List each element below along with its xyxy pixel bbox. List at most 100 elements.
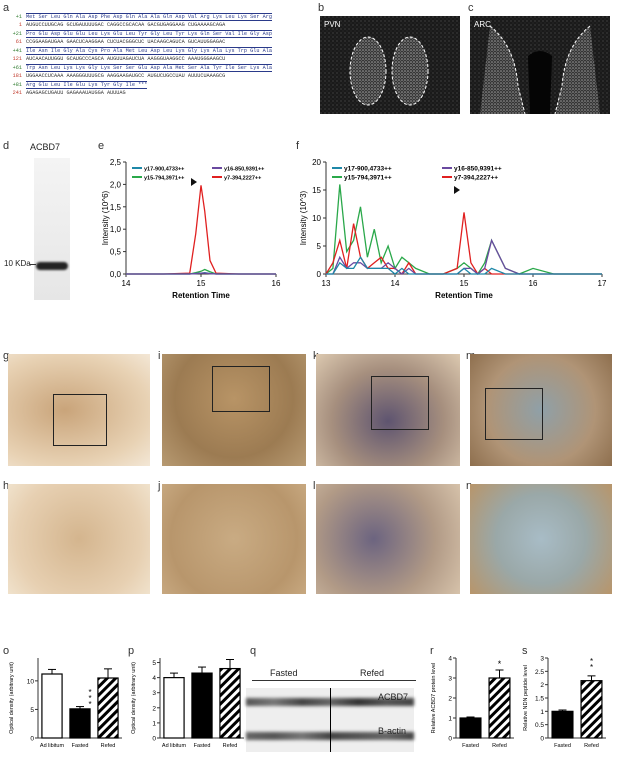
y-tick-label: 1,5 (110, 203, 122, 212)
x-tick-label: 15 (460, 279, 469, 288)
stain-i-inset-box (212, 366, 270, 412)
y-tick-label: 1,0 (110, 225, 122, 234)
blot-q-label-acbd7: ACBD7 (378, 692, 409, 702)
y-tick-label: 10 (312, 214, 321, 223)
chart-r-svg: 0 1 2 3 4 Relative ACBD7 protein level Fasted R… (431, 656, 514, 749)
chart-f-svg: 13 14 15 16 17 0 5 10 15 20 Retention Time Intensit… (299, 158, 607, 300)
x-axis-label: Retention Time (172, 291, 230, 300)
sequence-aa-row: +21 Pro Glu Asp Glu Glu Leu Lys Glu Leu T… (4, 30, 304, 38)
x-tick-label: 14 (122, 279, 131, 288)
chart-o: 0 5 10 Optical density (arbitrary unit) Ad l… (6, 650, 126, 755)
pvn-label: PVN (324, 20, 341, 29)
y-tick-label: 5 (317, 242, 322, 251)
x-category-label: Ad libitum (40, 743, 65, 749)
x-tick-label: 16 (272, 279, 281, 288)
sequence-nt-text: UGGAACCUCAAA AAAGGGUUUGCG AAGGAAGAUGCC A… (26, 73, 226, 79)
chart-p-svg: 0 1 2 3 4 5 Optical density (arbitrary unit) Ad… (131, 658, 244, 749)
bar (551, 710, 574, 739)
panel-label-k: k (313, 350, 319, 362)
sequence-nt-num: 61 (15, 39, 22, 45)
y-tick-label: 2 (540, 682, 544, 689)
x-category-label: Refed (101, 743, 116, 749)
y-axis-label: Relative ACBD7 protein level (431, 663, 437, 734)
y-tick-label: 1.5 (535, 696, 544, 703)
x-tick-label: 13 (322, 279, 331, 288)
blot-q-group-refed: Refed (360, 668, 385, 678)
chart-s-svg: 0 0.5 1 1.5 2 2.5 3 Relative NDN peptide level F… (523, 656, 606, 749)
sequence-aa-row: +41 Ile Asn Ile Gly Ala Cys Pro Ala Met L… (4, 47, 304, 55)
panel-label-c: c (468, 2, 474, 14)
y-tick-label: 4 (448, 656, 452, 663)
significance-mark: * (88, 688, 91, 697)
y-tick-label: 0,5 (110, 248, 122, 257)
stain-m-inset-box (485, 388, 543, 440)
sequence-nt-text: AGAGAGCUGAUU GAGAAAUAUGGA AUUUAG (26, 90, 126, 96)
chart-e-svg: 14 15 16 0,0 0,5 1,0 1,5 2,0 2,5 Retention Time In… (101, 158, 281, 300)
x-axis-label: Retention Time (435, 291, 493, 300)
x-category-label: Refed (584, 743, 599, 749)
significance-mark: * (88, 694, 91, 703)
y-axis-label: Relative NDN peptide level (523, 665, 529, 731)
significance-mark: * (498, 659, 502, 669)
sequence-nt-row: 1 AUGUCCUUGCAG GCUGAUUUUGAC CAGGCCGCACAA … (4, 22, 304, 28)
y-axis-label: Optical density (arbitrary unit) (131, 662, 137, 734)
stain-j (162, 484, 306, 594)
panel-label-r: r (430, 645, 434, 657)
stain-l (316, 484, 460, 594)
x-tick-label: 16 (529, 279, 538, 288)
sequence-nt-row: 241 AGAGAGCUGAUU GAGAAAUAUGGA AUUUAG (4, 90, 304, 96)
y-axis-label: Intensity (10^6) (101, 190, 110, 245)
sequence-aa-text: Met Ser Leu Gln Ala Asp Phe Asp Gln Ala … (26, 13, 272, 21)
sequence-aa-num: +81 (12, 82, 22, 88)
legend-label: y17-900,4733++ (344, 166, 392, 173)
y-tick-label: 0 (540, 736, 544, 743)
legend-label: y16-850,9391++ (224, 167, 264, 173)
y-tick-label: 5 (152, 660, 156, 667)
y-axis-label: Optical density (arbitrary unit) (9, 662, 15, 734)
sequence-nt-row: 61 CCGGAAGAUGAA GAACUCAAGGAA CUCUACGGGCUC… (4, 39, 304, 45)
sequence-nt-text: AUGUCCUUGCAG GCUGAUUUUGAC CAGGCCGCACAA G… (26, 22, 226, 28)
sequence-nt-num: 241 (12, 90, 22, 96)
sequence-nt-num: 181 (12, 73, 22, 79)
y-tick-label: 1 (152, 720, 156, 727)
sequence-aa-row: +61 Trp Asn Leu Lys Lys Gly Lys Ser Ser G… (4, 64, 304, 72)
y-tick-label: 3 (540, 656, 544, 663)
x-category-label: Fasted (554, 743, 571, 749)
blot-q-panel (246, 688, 414, 752)
blot-d-title: ACBD7 (30, 142, 61, 152)
y-tick-label: 2,5 (110, 158, 122, 167)
sequence-aa-text: Arg Glu Leu Ile Glu Lys Tyr Gly Ile *** (26, 81, 148, 89)
peak-arrow-icon (454, 186, 460, 194)
y-tick-label: 4 (152, 675, 156, 682)
y-tick-label: 1 (540, 709, 544, 716)
legend-label: y15-794,3971++ (344, 175, 392, 182)
panel-label-l: l (313, 480, 316, 492)
bar (580, 680, 603, 739)
x-category-label: Refed (223, 743, 238, 749)
micrograph-pvn: PVN (320, 16, 460, 114)
y-tick-label: 0,0 (110, 270, 122, 279)
y-tick-label: 2,0 (110, 180, 122, 189)
bar (219, 667, 241, 739)
stain-k (316, 354, 460, 466)
sequence-aa-text: Trp Asn Leu Lys Lys Gly Lys Ser Ser Glu … (26, 64, 272, 72)
stain-m (470, 354, 612, 466)
panel-label-e: e (98, 140, 105, 152)
legend-label: y15-794,3971++ (144, 176, 184, 182)
sequence-nt-text: CCGGAAGAUGAA GAACUCAAGGAA CUCUACGGGCUC U… (26, 39, 226, 45)
micrograph-pvn-image (320, 16, 460, 114)
bar (69, 708, 91, 739)
bar (191, 672, 213, 739)
sequence-aa-row: +81 Arg Glu Leu Ile Glu Lys Tyr Gly Ile *… (4, 81, 304, 89)
y-tick-label: 0 (30, 736, 34, 743)
y-tick-label: 10 (27, 678, 35, 685)
x-category-label: Ad libitum (162, 743, 187, 749)
y-tick-label: 5 (30, 707, 34, 714)
panel-label-g: g (3, 350, 10, 362)
bar (163, 677, 185, 739)
significance-mark: * (88, 700, 91, 709)
chart-o-svg: 0 5 10 Optical density (arbitrary unit) Ad l… (9, 658, 122, 749)
sequence-nt-num: 121 (12, 56, 22, 62)
sequence-nt-row: 121 AUCAACAUUGGU GCAUGCCCAGCA AUGUUAGAUCU… (4, 56, 304, 62)
y-tick-label: 0.5 (535, 722, 544, 729)
